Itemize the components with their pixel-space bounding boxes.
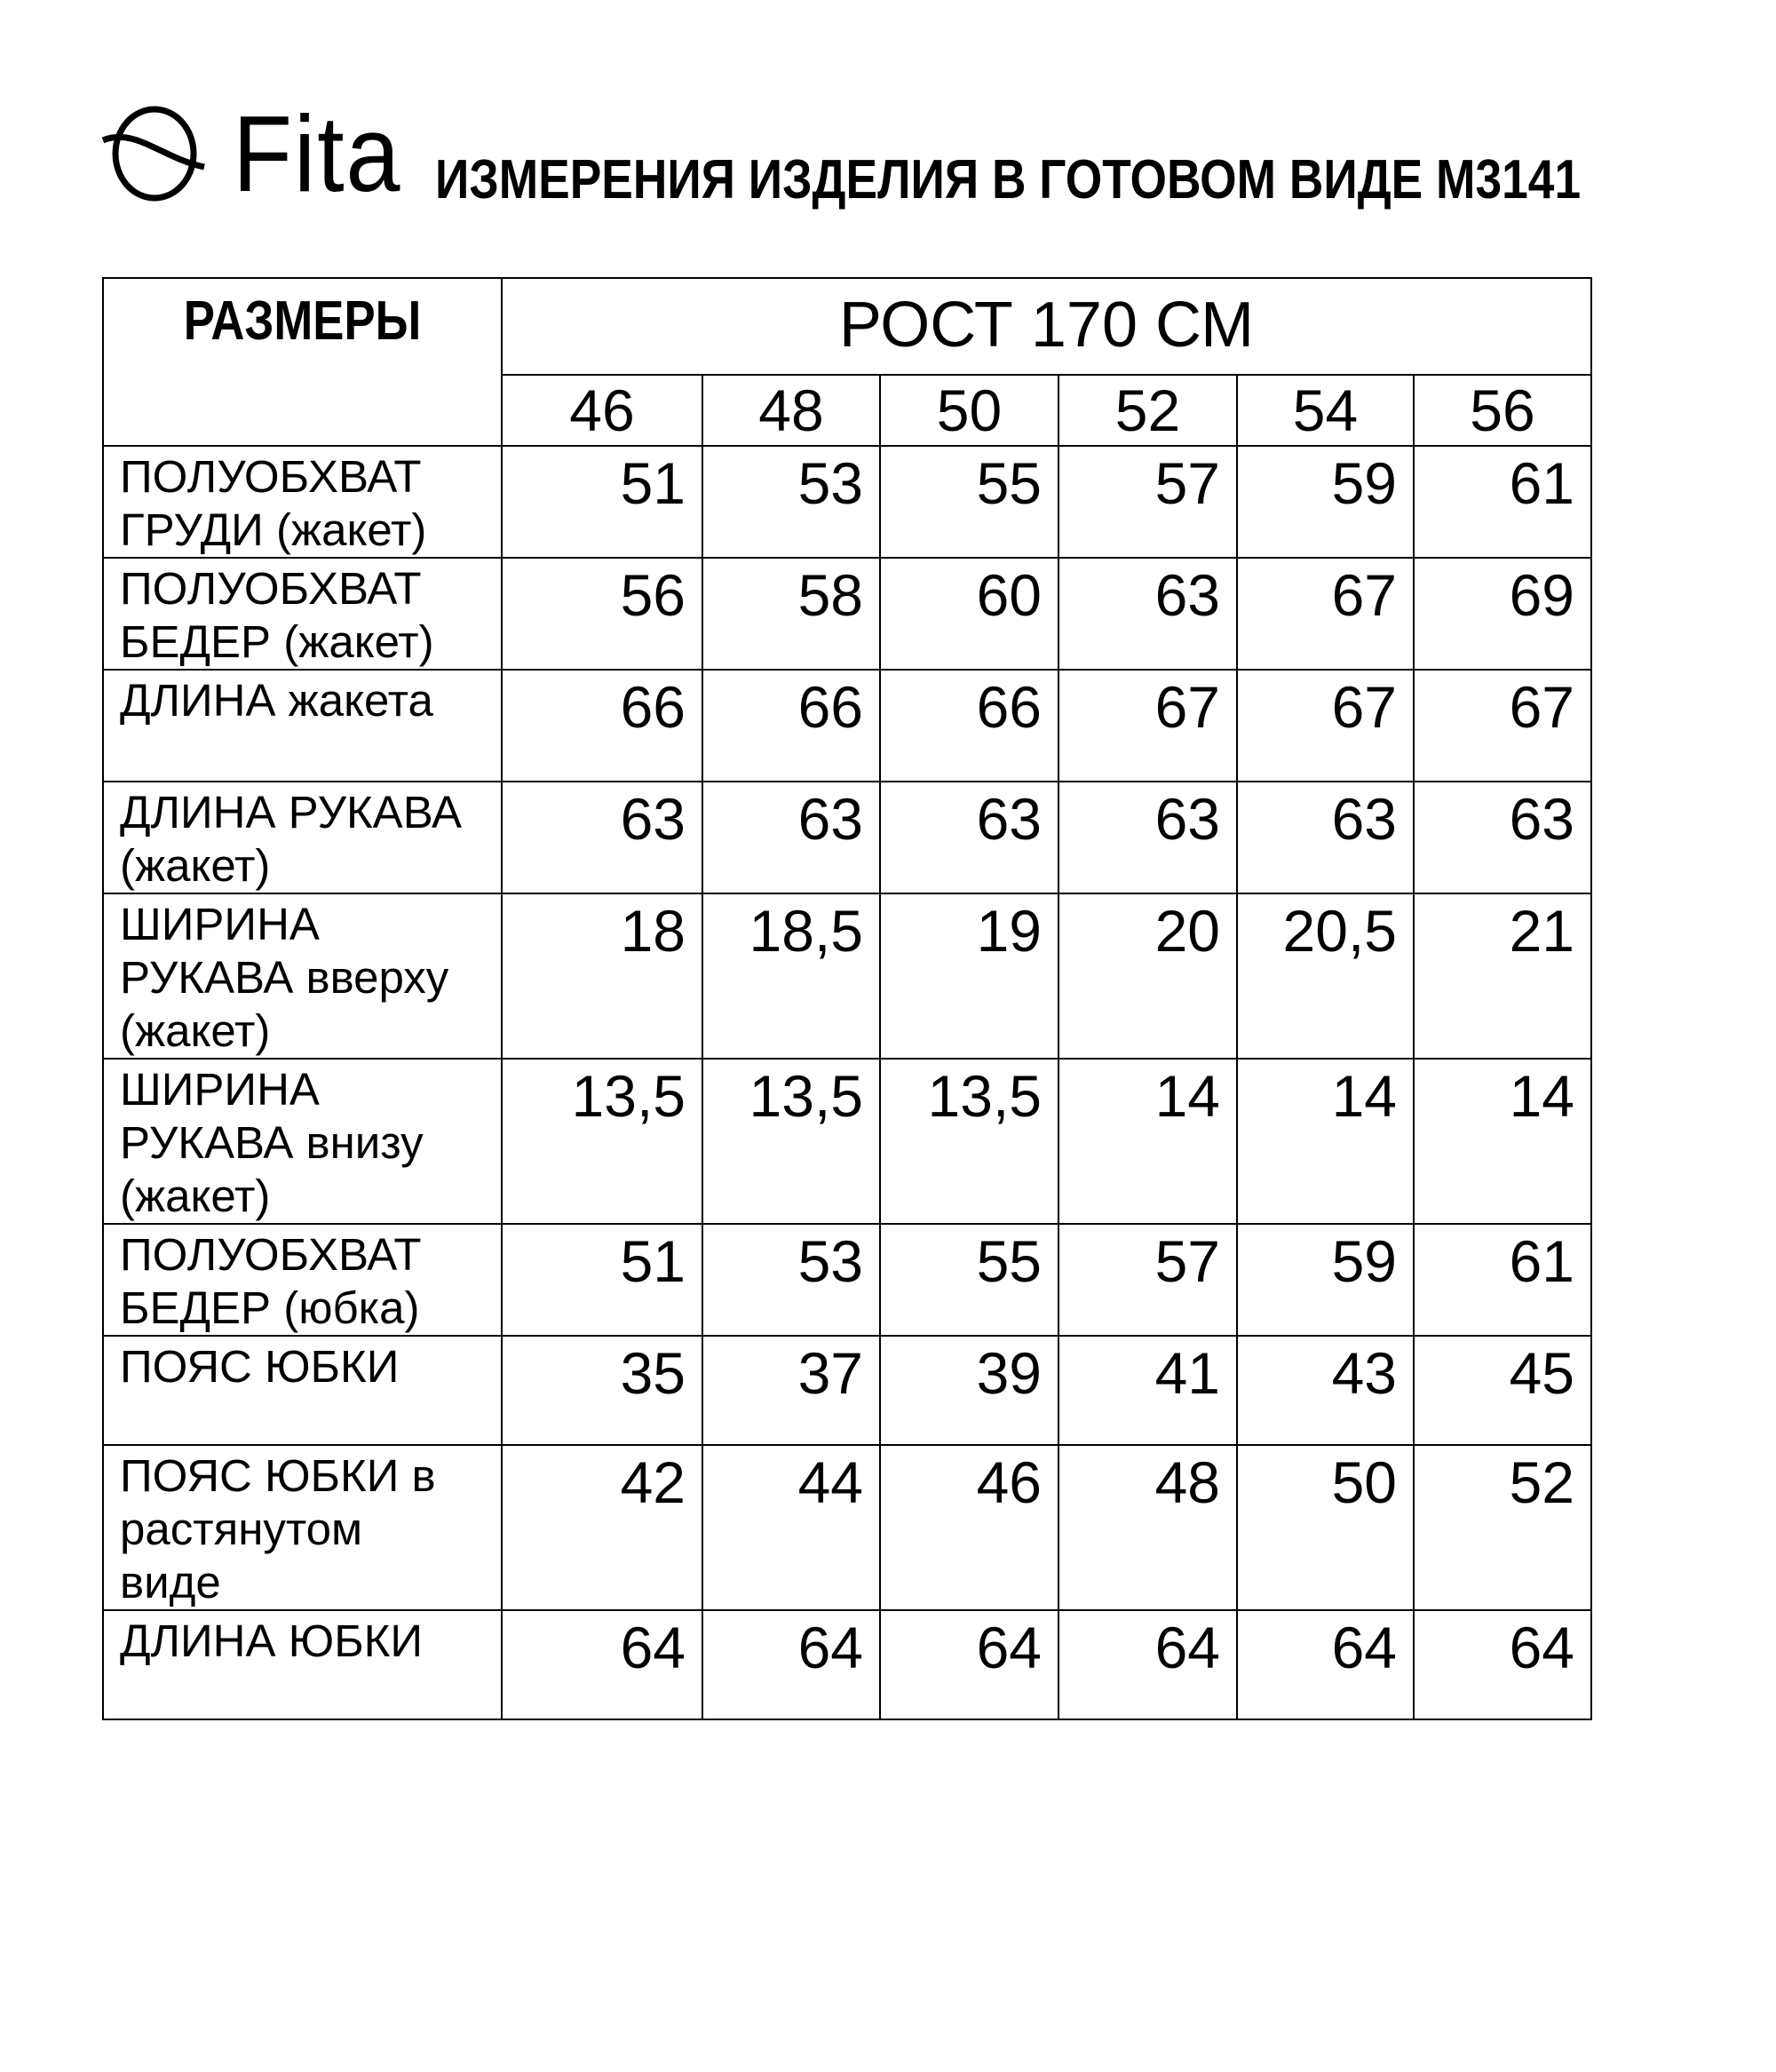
measurement-value: 13,5 — [879, 1058, 1059, 1225]
fita-logo-icon — [101, 106, 205, 202]
measurement-value: 63 — [1058, 557, 1238, 671]
measurement-value: 53 — [702, 445, 881, 559]
measurement-value: 61 — [1413, 445, 1592, 559]
measurement-value: 55 — [879, 1223, 1059, 1337]
table-row: ПОЯС ЮБКИ 35 37 39 41 43 45 — [102, 1335, 1592, 1446]
size-header-46: 46 — [501, 374, 703, 447]
measurement-value: 59 — [1236, 1223, 1415, 1337]
measurement-value: 66 — [501, 669, 703, 782]
measurement-value: 63 — [879, 781, 1059, 894]
size-header-50: 50 — [879, 374, 1059, 447]
measurement-value: 67 — [1413, 669, 1592, 782]
measurement-value: 66 — [702, 669, 881, 782]
measurement-value: 18 — [501, 893, 703, 1060]
measurement-value: 19 — [879, 893, 1059, 1060]
measurement-value: 63 — [702, 781, 881, 894]
table-row: ПОЛУОБХВАТ БЕДЕР (жакет) 56 58 60 63 67 69 — [102, 557, 1592, 671]
measurement-value: 46 — [879, 1444, 1059, 1611]
measurement-value: 42 — [501, 1444, 703, 1611]
measurement-value: 41 — [1058, 1335, 1238, 1446]
measurement-value: 63 — [1058, 781, 1238, 894]
measurement-value: 67 — [1236, 557, 1415, 671]
measurement-value: 51 — [501, 1223, 703, 1337]
height-header: РОСТ 170 СМ — [501, 277, 1592, 376]
measurement-value: 63 — [501, 781, 703, 894]
measurement-value: 20,5 — [1236, 893, 1415, 1060]
measurement-value: 18,5 — [702, 893, 881, 1060]
measurement-value: 64 — [702, 1609, 881, 1720]
size-header-56: 56 — [1413, 374, 1592, 447]
table-row: ПОЛУОБХВАТ БЕДЕР (юбка) 51 53 55 57 59 61 — [102, 1223, 1592, 1337]
measurement-label: ДЛИНА ЮБКИ — [102, 1609, 503, 1720]
measurement-value: 67 — [1058, 669, 1238, 782]
measurement-value: 67 — [1236, 669, 1415, 782]
measurement-value: 53 — [702, 1223, 881, 1337]
measurement-value: 14 — [1413, 1058, 1592, 1225]
measurement-value: 48 — [1058, 1444, 1238, 1611]
measurement-value: 20 — [1058, 893, 1238, 1060]
table-row: ШИРИНА РУКАВА внизу (жакет) 13,5 13,5 13,5 1… — [102, 1058, 1592, 1225]
measurement-value: 21 — [1413, 893, 1592, 1060]
measurement-value: 59 — [1236, 445, 1415, 559]
table-row: ПОЛУОБХВАТ ГРУДИ (жакет) 51 53 55 57 59 61 — [102, 445, 1592, 559]
measurement-value: 64 — [879, 1609, 1059, 1720]
measurement-value: 14 — [1058, 1058, 1238, 1225]
measurement-label: ПОЯС ЮБКИ — [102, 1335, 503, 1446]
measurement-value: 14 — [1236, 1058, 1415, 1225]
measurement-value: 44 — [702, 1444, 881, 1611]
table-row: ДЛИНА жакета 66 66 66 67 67 67 — [102, 669, 1592, 782]
measurement-value: 58 — [702, 557, 881, 671]
measurement-value: 45 — [1413, 1335, 1592, 1446]
size-header-54: 54 — [1236, 374, 1415, 447]
measurement-value: 51 — [501, 445, 703, 559]
measurement-label: ШИРИНА РУКАВА вверху (жакет) — [102, 893, 503, 1060]
measurement-value: 63 — [1236, 781, 1415, 894]
measurement-value: 64 — [501, 1609, 703, 1720]
measurement-label: ПОЛУОБХВАТ БЕДЕР (юбка) — [102, 1223, 503, 1337]
size-header-52: 52 — [1058, 374, 1238, 447]
measurement-value: 37 — [702, 1335, 881, 1446]
measurement-value: 57 — [1058, 445, 1238, 559]
measurement-value: 63 — [1413, 781, 1592, 894]
table-row: ПОЯС ЮБКИ в растянутом виде 42 44 46 48 50 52 — [102, 1444, 1592, 1611]
table-row: ДЛИНА ЮБКИ 64 64 64 64 64 64 — [102, 1609, 1592, 1720]
measurement-label: ПОЯС ЮБКИ в растянутом виде — [102, 1444, 503, 1611]
measurement-value: 13,5 — [702, 1058, 881, 1225]
measurement-value: 64 — [1413, 1609, 1592, 1720]
size-header-48: 48 — [702, 374, 881, 447]
measurement-label: ПОЛУОБХВАТ БЕДЕР (жакет) — [102, 557, 503, 671]
measurement-value: 60 — [879, 557, 1059, 671]
measurement-value: 56 — [501, 557, 703, 671]
table-row: ШИРИНА РУКАВА вверху (жакет) 18 18,5 19 20 20… — [102, 893, 1592, 1060]
measurement-label: ПОЛУОБХВАТ ГРУДИ (жакет) — [102, 445, 503, 559]
measurement-value: 69 — [1413, 557, 1592, 671]
measurement-value: 50 — [1236, 1444, 1415, 1611]
corner-cell: РАЗМЕРЫ — [102, 277, 503, 447]
brand-name: Fita — [233, 93, 402, 214]
measurement-value: 52 — [1413, 1444, 1592, 1611]
measurement-label: ДЛИНА жакета — [102, 669, 503, 782]
page-title: ИЗМЕРЕНИЯ ИЗДЕЛИЯ В ГОТОВОМ ВИДЕ М3141 — [435, 149, 1582, 210]
size-chart-table: РАЗМЕРЫ РОСТ 170 СМ 46 48 50 52 54 56 ПОЛУОБХ… — [102, 277, 1592, 1720]
measurement-value: 39 — [879, 1335, 1059, 1446]
measurement-value: 66 — [879, 669, 1059, 782]
measurement-value: 43 — [1236, 1335, 1415, 1446]
measurement-value: 57 — [1058, 1223, 1238, 1337]
measurement-value: 35 — [501, 1335, 703, 1446]
measurement-label: ШИРИНА РУКАВА внизу (жакет) — [102, 1058, 503, 1225]
measurement-value: 64 — [1236, 1609, 1415, 1720]
measurement-value: 64 — [1058, 1609, 1238, 1720]
sizes-header: РАЗМЕРЫ — [183, 290, 422, 352]
table-row: ДЛИНА РУКАВА (жакет) 63 63 63 63 63 63 — [102, 781, 1592, 894]
measurement-value: 61 — [1413, 1223, 1592, 1337]
measurement-value: 13,5 — [501, 1058, 703, 1225]
measurement-label: ДЛИНА РУКАВА (жакет) — [102, 781, 503, 894]
measurement-value: 55 — [879, 445, 1059, 559]
